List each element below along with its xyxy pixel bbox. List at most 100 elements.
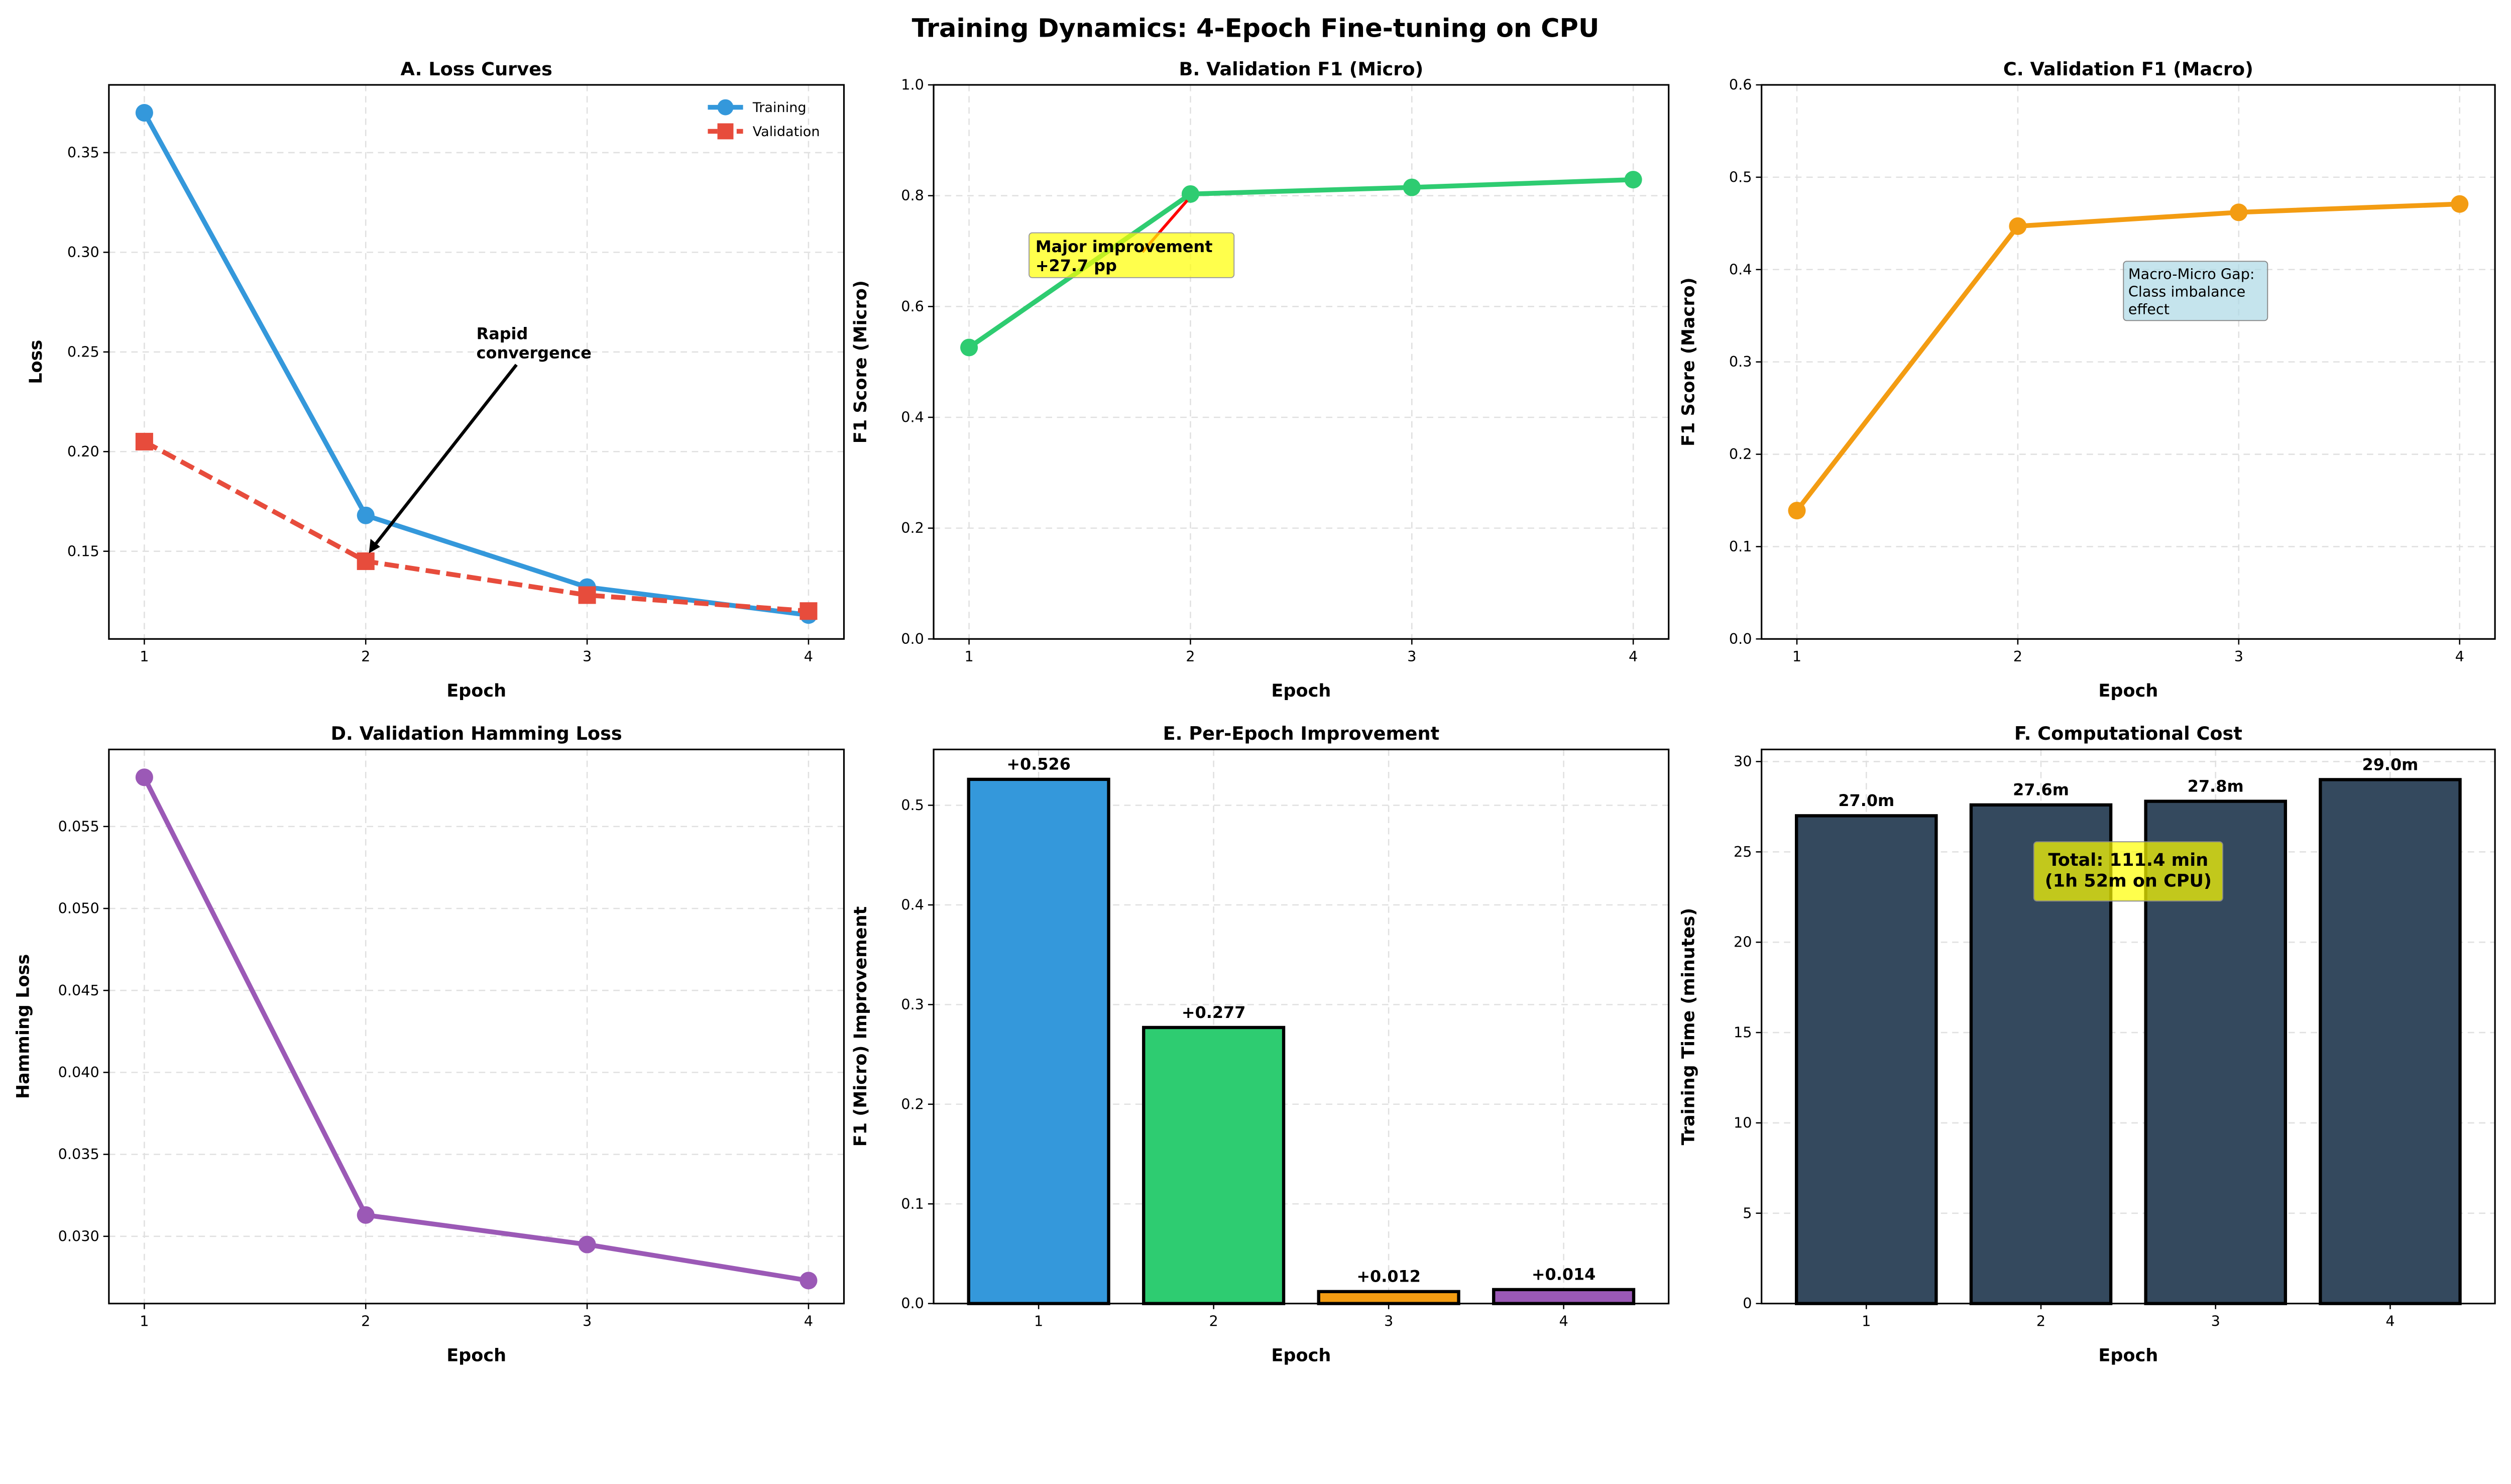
y-tick-label: 0.6 (1729, 76, 1752, 93)
legend: Training Validation (708, 99, 820, 140)
y-tick-label: 0 (1743, 1295, 1752, 1312)
y-tick-label: 0.3 (1729, 353, 1752, 370)
panels: 1 2 3 40.150.200.250.300.35TrainingValidati… (13, 58, 2496, 1365)
legend-marker (717, 99, 734, 116)
panel-C: 1 2 3 4 0.0 0.1 0.2 0.3 0.4 0.5 0.6 Macro-Micro Gap… (1678, 58, 2496, 701)
axes-frame (108, 84, 845, 640)
axes-frame (933, 748, 1670, 1305)
x-tick-label: 4 (2385, 1312, 2394, 1329)
y-axis-label: F1 (Micro) Improvement (850, 906, 871, 1147)
annotation-text: Major improvement (1036, 237, 1213, 256)
annotation-text: (1h 52m on CPU) (2045, 870, 2212, 891)
y-tick-label: 25 (1734, 843, 1752, 860)
data-point (135, 768, 153, 786)
y-tick-label: 0.30 (67, 244, 99, 261)
data-point (357, 506, 375, 524)
y-axis-label: Training Time (minutes) (1678, 908, 1699, 1146)
figure-title: Training Dynamics: 4-Epoch Fine-tuning o… (912, 14, 1600, 43)
x-tick-label: 3 (583, 648, 592, 665)
panel-A: 1 2 3 4 0.15 0.20 0.25 0.30 0.35 Training Validati… (26, 58, 845, 701)
data-point (135, 104, 153, 122)
y-tick-label: 0.4 (901, 896, 924, 913)
y-tick-label: 0.2 (901, 519, 924, 536)
x-tick-label: 2 (2036, 1312, 2045, 1329)
x-tick-label: 2 (361, 648, 370, 665)
bar-value-label: +0.014 (1532, 1265, 1596, 1284)
axes-frame (108, 748, 845, 1305)
data-point (960, 338, 978, 357)
y-tick-label: 0.35 (67, 144, 99, 161)
x-axis-label: Epoch (446, 680, 506, 701)
y-tick-label: 0.20 (67, 443, 99, 460)
y-tick-label: 0.25 (67, 343, 99, 360)
panel-title: B. Validation F1 (Micro) (1179, 58, 1423, 80)
y-tick-label: 0.2 (901, 1095, 924, 1112)
x-tick-label: 3 (1407, 648, 1416, 665)
panel-E: 1 2 3 4 0.0 0.1 0.2 0.3 0.4 0.5 +0.526 +0.277 +0.012… (850, 723, 1670, 1365)
panel-B: 1 2 3 4 0.0 0.2 0.4 0.6 0.8 1.0 Major improvement+… (850, 58, 1670, 701)
annotation-text: effect (2128, 301, 2170, 318)
y-tick-label: 0.055 (58, 818, 99, 835)
y-tick-label: 0.035 (58, 1146, 99, 1163)
x-tick-label: 4 (1629, 648, 1638, 665)
x-tick-label: 1 (140, 1312, 149, 1329)
bar-value-label: 27.8m (2188, 776, 2244, 795)
data-point (135, 432, 153, 450)
y-axis-label: F1 Score (Macro) (1678, 277, 1699, 446)
x-tick-label: 4 (804, 1312, 813, 1329)
annotation-box (1029, 232, 1235, 278)
annotation-text: +27.7 pp (1036, 256, 1117, 275)
panel-title: F. Computational Cost (2014, 723, 2242, 744)
y-tick-label: 0.1 (901, 1195, 924, 1212)
y-tick-label: 0.4 (1729, 261, 1752, 278)
data-point (800, 1272, 818, 1290)
legend-label: Training (752, 100, 807, 116)
x-tick-label: 3 (2211, 1312, 2220, 1329)
y-tick-label: 0.15 (67, 542, 99, 559)
y-axis-label: Hamming Loss (13, 954, 33, 1099)
panel-title: D. Validation Hamming Loss (331, 723, 622, 744)
legend-label: Validation (753, 124, 820, 140)
data-point (357, 552, 375, 570)
bar-value-label: +0.012 (1356, 1267, 1421, 1286)
bar (1795, 814, 1938, 1305)
y-tick-label: 1.0 (901, 76, 924, 93)
x-axis-label: Epoch (446, 1345, 506, 1365)
x-tick-label: 2 (2013, 648, 2022, 665)
data-point (1788, 502, 1806, 520)
annotation-arrow (371, 364, 518, 549)
x-tick-label: 2 (1186, 648, 1195, 665)
y-tick-label: 0.0 (901, 630, 924, 647)
y-tick-label: 0.030 (58, 1227, 99, 1244)
annotation-text: Class imbalance (2128, 283, 2245, 300)
y-tick-label: 0.045 (58, 982, 99, 999)
data-point (2451, 195, 2469, 213)
x-axis-label: Epoch (1271, 680, 1331, 701)
panel-title: C. Validation F1 (Macro) (2003, 58, 2253, 80)
y-tick-label: 0.040 (58, 1064, 99, 1081)
annotation-text: Rapid (477, 324, 528, 343)
arrowhead-icon (369, 538, 380, 553)
y-tick-label: 10 (1734, 1114, 1752, 1131)
data-point (578, 586, 596, 604)
data-point (578, 1235, 596, 1253)
legend-marker (717, 123, 734, 140)
series-line-validation (143, 439, 809, 614)
y-tick-label: 0.0 (1729, 630, 1752, 647)
annotation-box (2033, 841, 2223, 902)
x-tick-label: 1 (1034, 1312, 1043, 1329)
data-point (1624, 171, 1642, 189)
y-tick-label: 0.5 (901, 796, 924, 814)
y-axis-label: F1 Score (Micro) (850, 280, 871, 443)
y-tick-label: 15 (1734, 1024, 1752, 1041)
x-tick-label: 3 (2234, 648, 2243, 665)
x-tick-label: 4 (2455, 648, 2464, 665)
y-tick-label: 20 (1734, 934, 1752, 951)
annotation-text: convergence (477, 344, 592, 363)
bar-value-label: 27.0m (1838, 791, 1894, 810)
bar (1492, 1288, 1636, 1305)
y-tick-label: 5 (1743, 1204, 1752, 1221)
axes-frame (1761, 84, 2496, 640)
data-point (2230, 203, 2248, 221)
